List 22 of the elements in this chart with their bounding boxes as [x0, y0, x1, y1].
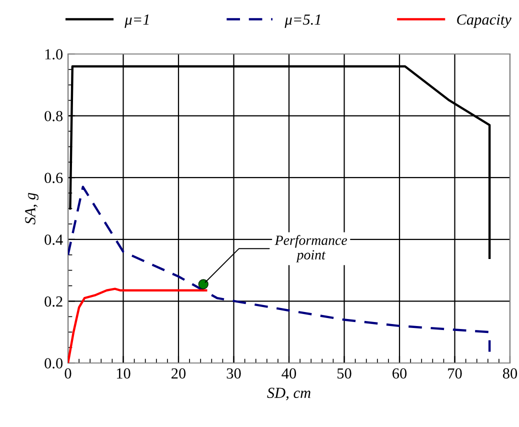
y-tick-label: 0.8 [44, 110, 63, 122]
x-tick-label: 80 [502, 368, 518, 379]
y-tick-label: 0.6 [44, 172, 63, 184]
y-tick-label: 0.4 [44, 234, 63, 245]
x-tick-label: 50 [338, 368, 352, 379]
x-axis-title: SD, cm [267, 388, 310, 400]
legend-label: μ=1 [124, 14, 149, 28]
x-tick-label: 20 [172, 368, 186, 379]
x-tick-label: 30 [226, 368, 241, 379]
annotation: Performance point [274, 235, 348, 262]
legend-label: Capacity [457, 14, 512, 28]
y-axis-title: SA, g [25, 192, 38, 224]
y-tick-label: 0.2 [44, 296, 62, 307]
x-tick-label: 60 [392, 368, 407, 379]
x-tick-label: 70 [448, 368, 462, 379]
x-tick-label: 40 [282, 368, 296, 379]
legend-label: μ=5.1 [284, 14, 320, 28]
line-series [68, 186, 491, 334]
x-tick-label: 0 [64, 368, 72, 379]
y-tick-label: 0.0 [44, 358, 63, 369]
x-tick-label: 10 [116, 368, 130, 379]
y-tick-label: 1.0 [45, 49, 63, 60]
